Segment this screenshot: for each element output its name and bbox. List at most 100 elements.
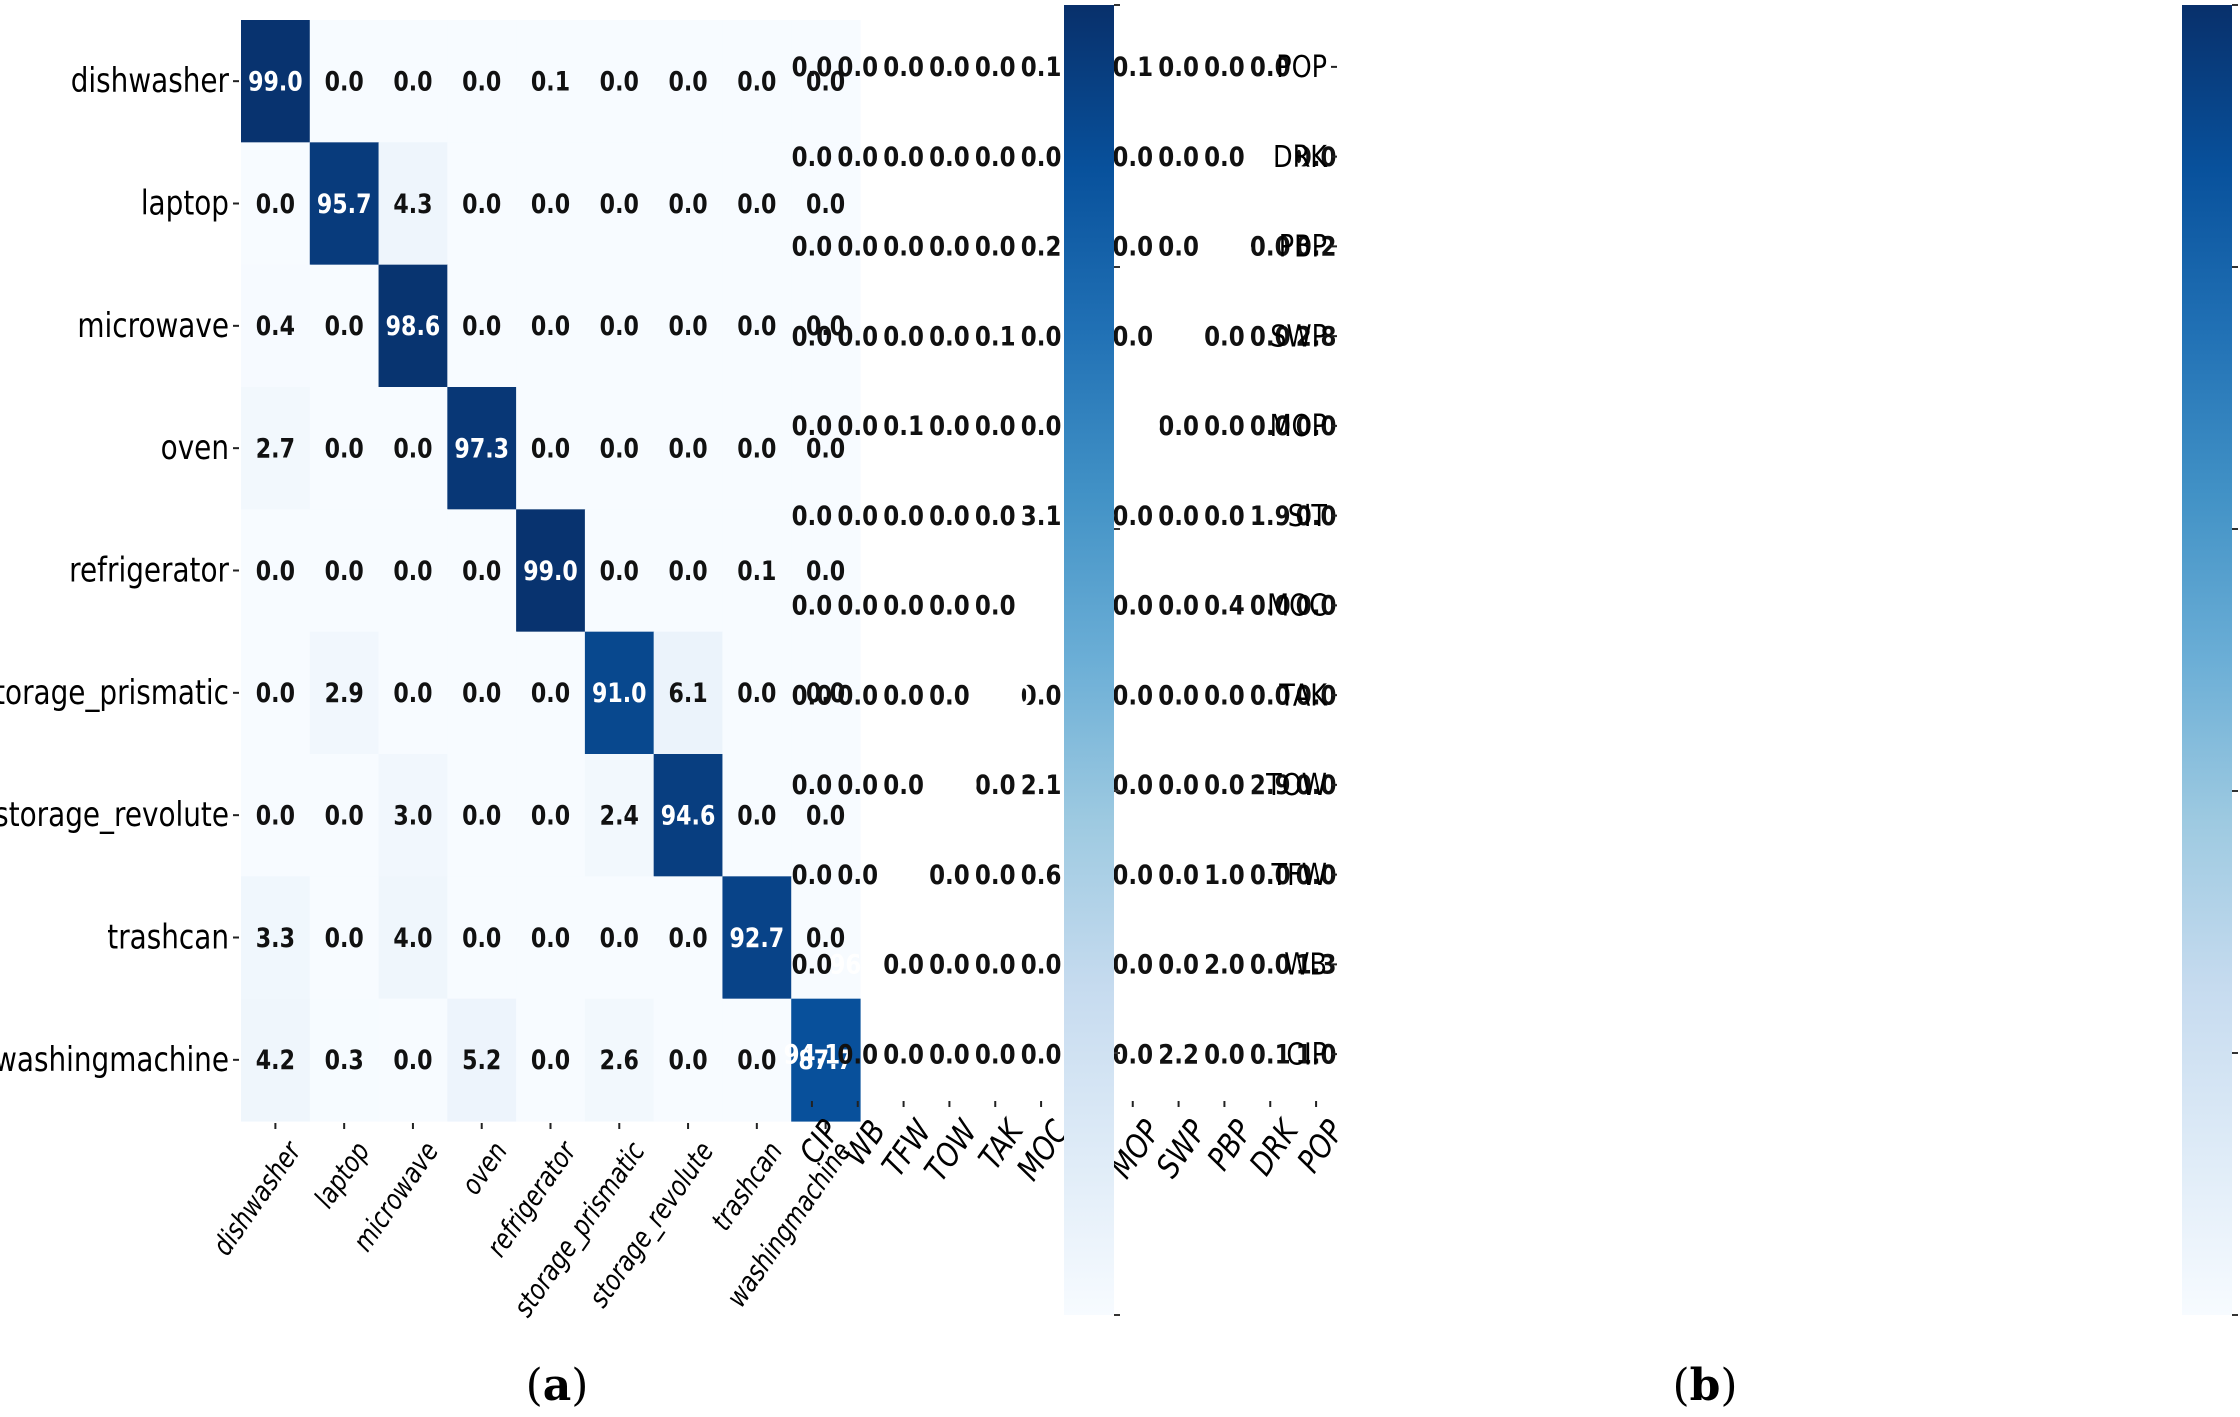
cell-value-label: 0.0	[256, 799, 295, 831]
y-tick-label: POP	[1276, 49, 1327, 85]
cell-value-label: 0.0	[1158, 590, 1199, 621]
heatmap-cell	[309, 998, 380, 1122]
heatmap-cell	[722, 387, 792, 510]
cell-value-label: 0.4	[1204, 590, 1245, 621]
cell-value-label: 1.9	[1250, 500, 1291, 531]
x-tick-label: oven	[455, 1136, 514, 1201]
cell-value-label: 3.1	[1021, 500, 1062, 531]
cell-value-label: 0.0	[806, 188, 845, 220]
cell-value-label: 0.0	[929, 500, 970, 531]
cell-value-label: 0.0	[1158, 141, 1199, 172]
cell-value-label: 0.3	[325, 1044, 364, 1076]
cell-value-label: 0.0	[806, 65, 845, 97]
cell-value-label: 0.0	[1250, 51, 1291, 82]
heatmap-cell	[516, 387, 586, 510]
cell-value-label: 0.0	[737, 432, 776, 464]
cell-value-label: 0.0	[929, 231, 970, 262]
heatmap-cell	[791, 754, 861, 877]
cell-value-label: 3.3	[256, 922, 295, 954]
cell-value-label: 0.0	[256, 188, 295, 220]
cell-value-label: 0.0	[792, 141, 833, 172]
heatmap-cell	[791, 631, 861, 755]
cell-value-label: 0.0	[462, 310, 501, 342]
cell-value-label: 0.0	[837, 321, 878, 352]
cell-value-label: 0.0	[1158, 769, 1199, 800]
heatmap-cell	[309, 509, 380, 633]
cell-value-label: 0.0	[837, 680, 878, 711]
cell-value-label: 95.0	[921, 769, 978, 800]
heatmap-cell	[309, 754, 380, 877]
cell-value-label: 0.0	[600, 555, 639, 587]
cell-value-label: 0.0	[837, 141, 878, 172]
heatmap-cell	[447, 998, 517, 1122]
x-tick-label: storage_revolute	[583, 1136, 721, 1314]
cell-value-label: 0.0	[929, 949, 970, 980]
cell-value-label: 0.4	[256, 310, 295, 342]
cell-value-label: 0.0	[462, 677, 501, 709]
cell-value-label: 0.0	[325, 799, 364, 831]
cell-value-label: 2.1	[1021, 769, 1062, 800]
cell-value-label: 0.0	[1158, 680, 1199, 711]
cell-value-label: 0.0	[975, 590, 1016, 621]
cell-value-label: 87.7	[798, 1044, 853, 1076]
cell-value-label: 0.0	[1158, 231, 1199, 262]
cell-value-label: 0.1	[1112, 51, 1153, 82]
cell-value-label: 0.0	[737, 677, 776, 709]
heatmap-cell	[309, 876, 380, 1000]
heatmap-cell	[378, 509, 448, 633]
heatmap-cell	[791, 20, 861, 143]
y-tick-label: trashcan	[107, 918, 229, 957]
cell-value-label: 0.6	[1021, 859, 1062, 890]
heatmap-cell	[584, 264, 655, 388]
cell-value-label: 2.0	[1204, 949, 1245, 980]
cell-value-label: 0.1	[1250, 1039, 1291, 1070]
cell-value-label: 0.0	[929, 1039, 970, 1070]
cell-value-label: 0.0	[462, 188, 501, 220]
cell-value-label: 0.0	[668, 1044, 707, 1076]
cell-value-label: 0.0	[1112, 231, 1153, 262]
cell-value-label: 0.0	[1296, 590, 1337, 621]
y-tick-label: laptop	[141, 184, 229, 223]
cell-value-label: 0.0	[1021, 949, 1062, 980]
cell-value-label: 0.0	[325, 310, 364, 342]
cell-value-label: 1.0	[1204, 859, 1245, 890]
cell-value-label: 0.0	[883, 949, 924, 980]
cell-value-label: 0.0	[792, 769, 833, 800]
cell-value-label: 2.6	[600, 1044, 639, 1076]
heatmap-cell	[241, 264, 311, 388]
cell-value-label: 2.7	[256, 432, 295, 464]
heatmap-cell	[241, 998, 311, 1122]
y-tick-label: TFW	[1271, 857, 1327, 893]
heatmap-cell	[791, 387, 861, 510]
cell-value-label: 0.2	[1021, 231, 1062, 262]
cell-value-label: 1.3	[1296, 949, 1337, 980]
cell-value-label: 0.0	[883, 590, 924, 621]
cell-value-label: 0.0	[737, 188, 776, 220]
heatmap-cell	[722, 754, 792, 877]
cell-value-label: 0.0	[1250, 949, 1291, 980]
heatmap-cell	[241, 142, 311, 266]
y-tick-label: storage_revolute	[0, 795, 229, 834]
cell-value-label: 0.0	[929, 590, 970, 621]
heatmap-cell	[378, 264, 448, 388]
cell-value-label: 99.0	[523, 555, 578, 587]
cell-value-label: 0.0	[975, 769, 1016, 800]
cell-value-label: 0.0	[792, 321, 833, 352]
cell-value-label: 0.0	[975, 859, 1016, 890]
heatmap-cell	[516, 509, 586, 633]
colorbar-ticks	[1114, 4, 2238, 1316]
heatmap-cell	[722, 631, 792, 755]
cell-value-label: 2.4	[600, 799, 639, 831]
cell-value-label: 0.0	[600, 922, 639, 954]
cell-value-label: 0.0	[600, 310, 639, 342]
cell-value-label: 0.0	[325, 432, 364, 464]
heatmap-cell	[791, 509, 861, 633]
cell-value-label: 0.0	[531, 922, 570, 954]
heatmap-cell	[241, 876, 311, 1000]
cell-value-label: 0.0	[256, 555, 295, 587]
heatmap-cell	[722, 876, 792, 1000]
cell-value-label: 4.2	[256, 1044, 295, 1076]
cell-value-label: 0.0	[1021, 680, 1062, 711]
cell-value-label: 3.0	[393, 799, 432, 831]
cell-value-label: 0.0	[975, 410, 1016, 441]
